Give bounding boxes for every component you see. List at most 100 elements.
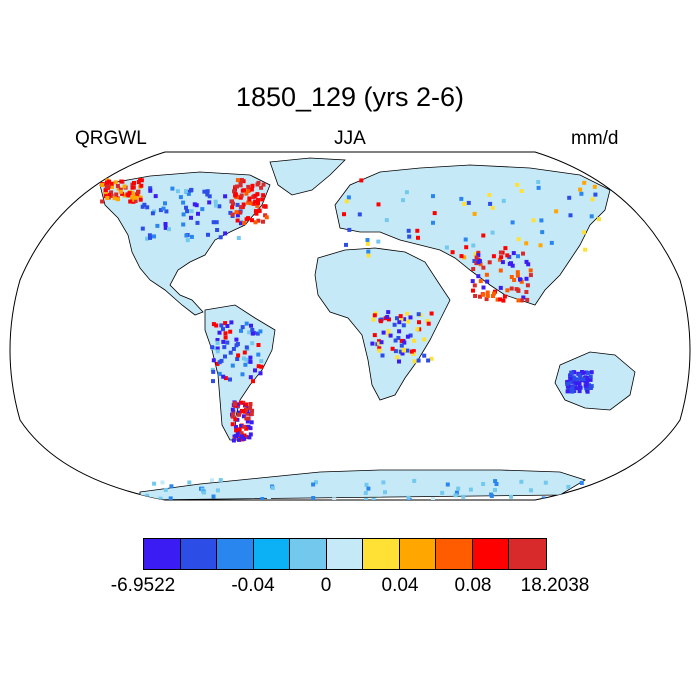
data-cell — [256, 218, 261, 223]
data-cell — [248, 359, 253, 364]
data-cell — [432, 211, 437, 216]
data-cell — [429, 311, 434, 316]
data-cell — [192, 202, 197, 207]
data-cell — [219, 323, 224, 328]
data-cell — [240, 188, 245, 193]
data-cell — [207, 194, 212, 199]
data-cell — [214, 323, 219, 328]
data-cell — [104, 184, 109, 189]
data-cell — [518, 277, 522, 282]
data-cell — [471, 243, 476, 248]
data-cell — [416, 358, 421, 363]
data-cell — [583, 247, 588, 252]
data-cell — [138, 197, 143, 202]
data-cell — [222, 345, 227, 350]
data-cell — [237, 412, 241, 417]
data-cell — [237, 427, 242, 432]
data-cell — [232, 481, 237, 486]
data-cell — [405, 334, 410, 339]
data-cell — [113, 180, 118, 185]
data-cell — [459, 196, 464, 201]
data-cell — [516, 237, 521, 242]
data-cell — [223, 354, 227, 359]
data-cell — [476, 253, 481, 258]
data-cell — [395, 355, 400, 360]
data-cell — [103, 188, 108, 193]
data-cell — [505, 288, 510, 293]
colorbar-box — [180, 539, 217, 569]
data-cell — [416, 235, 420, 240]
data-cell — [472, 283, 477, 288]
data-cell — [396, 336, 401, 340]
data-cell — [536, 185, 541, 190]
data-cell — [499, 255, 504, 260]
data-cell — [485, 290, 490, 295]
data-cell — [474, 255, 479, 260]
data-cell — [221, 327, 225, 332]
data-cell — [248, 432, 253, 437]
data-cell — [235, 184, 239, 189]
data-cell — [255, 192, 260, 197]
data-cell — [125, 192, 130, 197]
data-cell — [579, 481, 584, 485]
data-cell — [433, 488, 438, 493]
data-cell — [122, 184, 127, 189]
data-cell — [583, 383, 588, 388]
data-cell — [161, 206, 166, 211]
data-cell — [444, 245, 449, 250]
data-cell — [509, 494, 514, 499]
data-cell — [590, 197, 595, 202]
data-cell — [510, 220, 515, 225]
data-cell — [489, 494, 494, 498]
data-cell — [364, 482, 369, 487]
season-label: JJA — [334, 128, 366, 149]
data-cell — [477, 259, 482, 263]
greenland — [269, 157, 346, 196]
data-cell — [234, 337, 239, 342]
data-cell — [498, 250, 503, 255]
data-cell — [386, 332, 391, 337]
data-cell — [385, 315, 390, 319]
data-cell — [200, 207, 205, 212]
data-cell — [217, 360, 222, 365]
data-cell — [525, 283, 530, 288]
data-cell — [492, 291, 496, 296]
data-cell — [152, 234, 156, 239]
data-cell — [175, 189, 180, 194]
data-cell — [247, 330, 252, 335]
data-cell — [239, 193, 244, 198]
data-cell — [397, 320, 402, 325]
data-cell — [228, 329, 233, 334]
data-cell — [332, 497, 337, 500]
data-cell — [202, 189, 207, 194]
data-cell — [238, 180, 243, 185]
data-cell — [402, 340, 407, 345]
data-cell — [412, 478, 417, 483]
data-cell — [246, 416, 251, 421]
data-cell — [235, 218, 240, 223]
data-cell — [357, 212, 362, 217]
data-cell — [396, 485, 401, 490]
data-cell — [587, 383, 591, 388]
data-cell — [211, 220, 216, 225]
data-cell — [379, 340, 384, 345]
data-cell — [239, 221, 243, 226]
data-cell — [539, 218, 544, 223]
data-cell — [399, 317, 404, 322]
data-cell — [221, 339, 226, 344]
data-cell — [236, 353, 241, 358]
data-cell — [416, 312, 421, 317]
data-cell — [376, 239, 381, 244]
data-cell — [221, 374, 226, 379]
data-cell — [519, 189, 524, 193]
colorbar-box — [253, 539, 290, 569]
data-cell — [214, 220, 219, 225]
data-cell — [105, 196, 110, 200]
data-cell — [543, 480, 548, 485]
data-cell — [255, 331, 260, 336]
data-cell — [235, 417, 240, 422]
data-cell — [509, 286, 514, 291]
data-cell — [503, 246, 508, 251]
data-cell — [471, 267, 476, 271]
